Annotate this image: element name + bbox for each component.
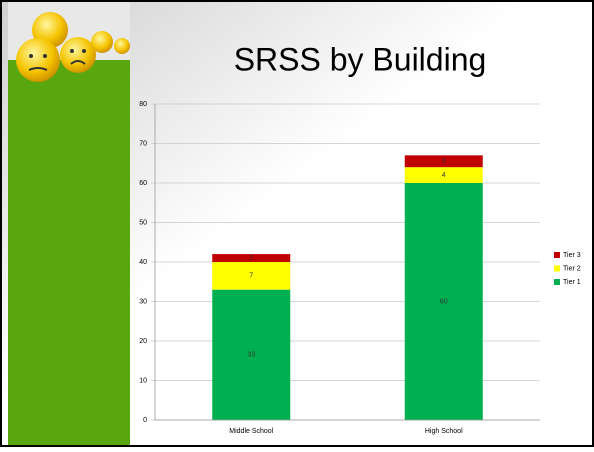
bar-segment (404, 183, 483, 420)
y-tick-label: 10 (139, 377, 147, 384)
bar-segment (404, 155, 483, 168)
value-label: 60 (440, 298, 448, 305)
legend-swatch (554, 252, 560, 258)
value-label: 2 (249, 255, 253, 262)
y-tick-label: 30 (139, 298, 147, 305)
bar-segment (404, 167, 483, 183)
y-tick-label: 80 (139, 101, 147, 108)
value-label: 3 (442, 158, 446, 165)
chart-title: SRSS by Building (234, 41, 487, 77)
legend-label: Tier 2 (563, 265, 581, 272)
y-tick-label: 50 (139, 219, 147, 226)
legend-swatch (554, 279, 560, 285)
smileys (16, 12, 130, 82)
x-tick-label: High School (425, 428, 463, 435)
y-tick-label: 20 (139, 338, 147, 345)
y-tick-label: 70 (139, 140, 147, 147)
y-tick-label: 0 (143, 417, 147, 424)
value-label: 4 (442, 172, 446, 179)
bar-segment (212, 254, 291, 262)
value-label: 7 (249, 273, 253, 280)
y-tick-label: 60 (139, 180, 147, 187)
y-tick-label: 40 (139, 259, 147, 266)
legend-label: Tier 1 (563, 279, 581, 286)
legend-swatch (554, 265, 560, 272)
legend-label: Tier 3 (563, 252, 581, 259)
bar-segment (212, 262, 291, 290)
sidebar (8, 60, 130, 445)
bar-segment (212, 289, 291, 420)
x-tick-label: Middle School (229, 428, 273, 435)
value-label: 33 (247, 352, 255, 359)
